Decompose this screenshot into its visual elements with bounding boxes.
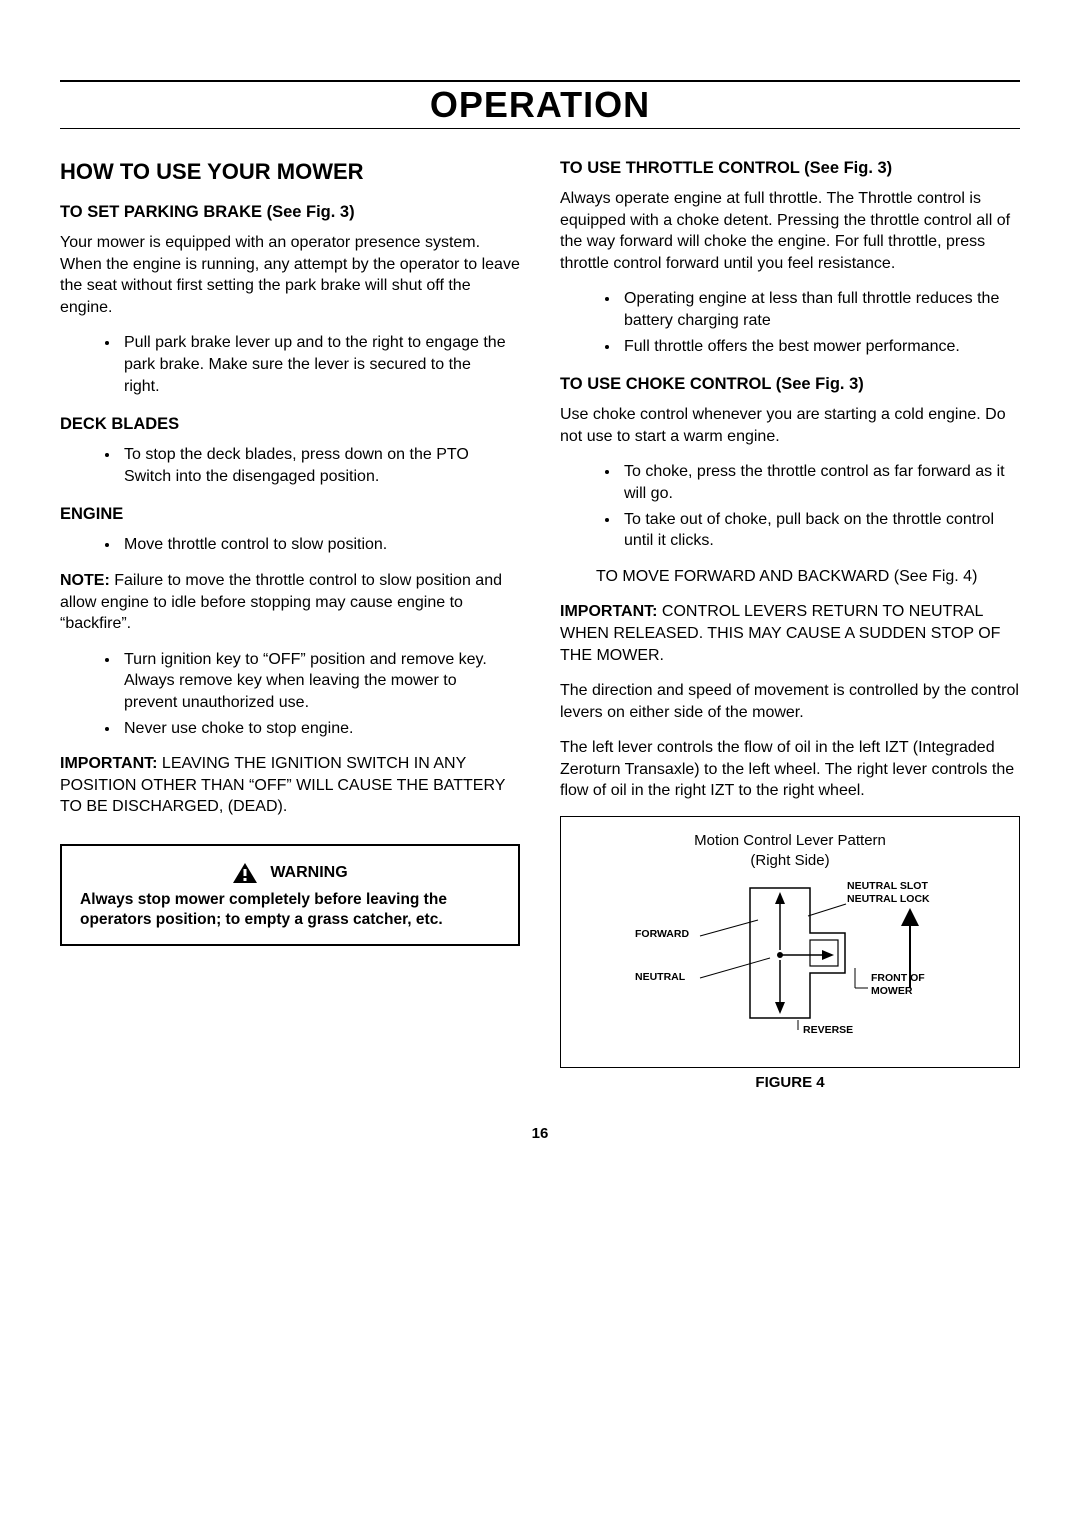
subheading-parking-brake: TO SET PARKING BRAKE (See Fig. 3) (60, 203, 520, 222)
bullet-item: Never use choke to stop engine. (120, 718, 510, 740)
warning-box: WARNING Always stop mower completely bef… (60, 844, 520, 946)
para-direction: The direction and speed of movement is c… (560, 680, 1020, 723)
important-label: IMPORTANT: (60, 755, 157, 772)
label-neutral-lock: NEUTRAL LOCK (847, 893, 930, 906)
bullets-choke: To choke, press the throttle control as … (620, 461, 1010, 551)
bullets-engine-1: Move throttle control to slow position. (120, 534, 510, 556)
right-column: TO USE THROTTLE CONTROL (See Fig. 3) Alw… (560, 137, 1020, 1091)
para-note: NOTE: Failure to move the throttle contr… (60, 570, 520, 635)
content-columns: HOW TO USE YOUR MOWER TO SET PARKING BRA… (60, 137, 1020, 1091)
note-text: Failure to move the throttle control to … (60, 572, 502, 632)
figure-title: Motion Control Lever Pattern (Right Side… (569, 831, 1011, 870)
heading-how-to-use: HOW TO USE YOUR MOWER (60, 159, 520, 185)
figure-title-line2: (Right Side) (750, 852, 829, 869)
lever-diagram: NEUTRAL SLOT NEUTRAL LOCK FORWARD NEUTRA… (579, 878, 1001, 1048)
warning-triangle-icon (232, 862, 258, 884)
diagram-svg (579, 878, 1001, 1048)
para-important-engine: IMPORTANT: LEAVING THE IGNITION SWITCH I… (60, 753, 520, 818)
para-throttle: Always operate engine at full throttle. … (560, 188, 1020, 274)
warning-header-text: WARNING (270, 864, 347, 882)
bullet-item: To stop the deck blades, press down on t… (120, 444, 510, 487)
bullets-deck-blades: To stop the deck blades, press down on t… (120, 444, 510, 487)
note-label: NOTE: (60, 572, 110, 589)
para-important-levers: IMPORTANT: CONTROL LEVERS RETURN TO NEUT… (560, 601, 1020, 666)
label-mower: MOWER (871, 985, 912, 998)
label-neutral: NEUTRAL (635, 971, 685, 984)
bullet-item: Move throttle control to slow position. (120, 534, 510, 556)
bullet-item: Turn ignition key to “OFF” position and … (120, 649, 510, 714)
important-label: IMPORTANT: (560, 603, 657, 620)
subheading-choke: TO USE CHOKE CONTROL (See Fig. 3) (560, 375, 1020, 394)
rule-bottom (60, 128, 1020, 129)
subheading-engine: ENGINE (60, 505, 520, 524)
page-title: OPERATION (60, 84, 1020, 126)
bullet-item: To take out of choke, pull back on the t… (620, 509, 1010, 552)
para-move: TO MOVE FORWARD AND BACKWARD (See Fig. 4… (596, 566, 1020, 588)
left-column: HOW TO USE YOUR MOWER TO SET PARKING BRA… (60, 137, 520, 1091)
para-parking-brake: Your mower is equipped with an operator … (60, 232, 520, 318)
bullet-item: Full throttle offers the best mower perf… (620, 336, 1010, 358)
warning-body-text: Always stop mower completely before leav… (80, 890, 500, 930)
bullet-item: To choke, press the throttle control as … (620, 461, 1010, 504)
page-number: 16 (60, 1125, 1020, 1142)
subheading-throttle: TO USE THROTTLE CONTROL (See Fig. 3) (560, 159, 1020, 178)
figure-caption: FIGURE 4 (560, 1074, 1020, 1091)
label-reverse: REVERSE (803, 1024, 853, 1037)
rule-top (60, 80, 1020, 82)
bullets-engine-2: Turn ignition key to “OFF” position and … (120, 649, 510, 739)
bullets-throttle: Operating engine at less than full throt… (620, 288, 1010, 357)
label-forward: FORWARD (635, 928, 689, 941)
para-choke: Use choke control whenever you are start… (560, 404, 1020, 447)
para-levers: The left lever controls the flow of oil … (560, 737, 1020, 802)
bullets-parking-brake: Pull park brake lever up and to the righ… (120, 332, 510, 397)
figure-4-box: Motion Control Lever Pattern (Right Side… (560, 816, 1020, 1068)
warning-header-row: WARNING (80, 862, 500, 884)
figure-title-line1: Motion Control Lever Pattern (694, 832, 886, 849)
label-neutral-slot: NEUTRAL SLOT (847, 880, 928, 893)
subheading-deck-blades: DECK BLADES (60, 415, 520, 434)
bullet-item: Operating engine at less than full throt… (620, 288, 1010, 331)
label-front-of: FRONT OF (871, 972, 925, 985)
bullet-item: Pull park brake lever up and to the righ… (120, 332, 510, 397)
